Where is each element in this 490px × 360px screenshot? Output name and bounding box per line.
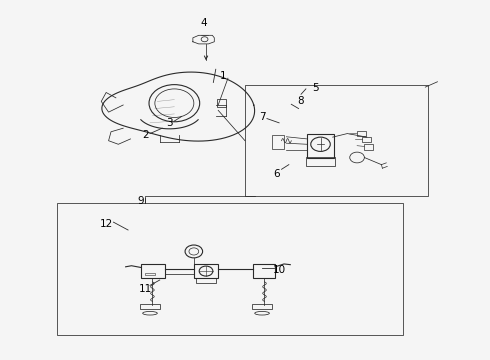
Bar: [306, 157, 335, 166]
Bar: [253, 264, 275, 278]
Bar: [145, 273, 155, 275]
Text: 4: 4: [200, 18, 207, 28]
Text: 5: 5: [312, 83, 319, 93]
Text: 3: 3: [166, 118, 173, 128]
Bar: [307, 134, 334, 158]
Bar: [362, 137, 371, 143]
Bar: [272, 135, 284, 149]
Text: 7: 7: [259, 112, 266, 122]
Text: 10: 10: [272, 265, 286, 275]
Bar: [195, 264, 218, 278]
Bar: [245, 85, 428, 196]
Bar: [141, 264, 165, 278]
Text: 9: 9: [137, 197, 144, 206]
Text: 8: 8: [298, 96, 304, 107]
Bar: [140, 304, 160, 309]
Text: 2: 2: [142, 130, 148, 140]
Text: 1: 1: [220, 71, 226, 81]
Text: 12: 12: [99, 219, 113, 229]
Text: 11: 11: [139, 284, 152, 294]
Bar: [217, 99, 225, 107]
Bar: [196, 278, 216, 283]
Text: 6: 6: [273, 168, 280, 179]
Bar: [365, 144, 373, 150]
Bar: [57, 203, 403, 336]
Bar: [252, 304, 272, 309]
Bar: [357, 131, 366, 136]
